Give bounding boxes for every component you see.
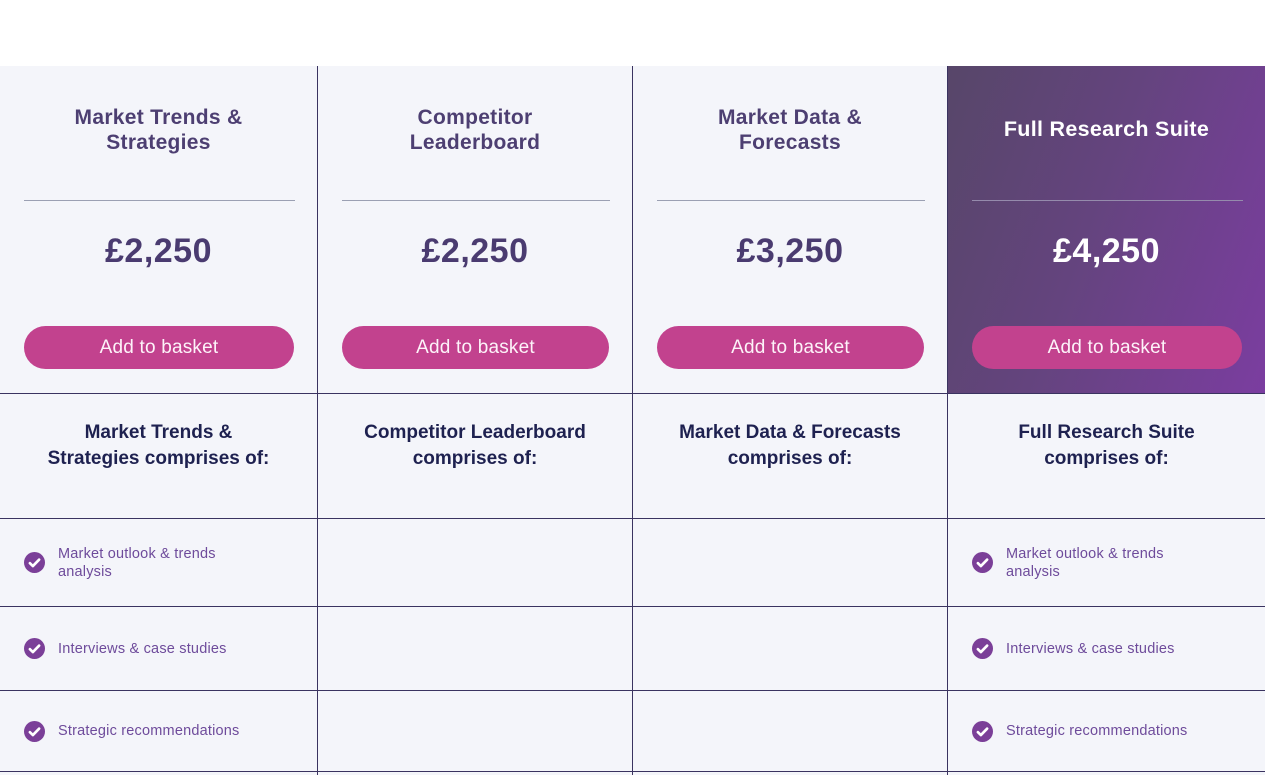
pricing-table: Market Trends & Strategies £2,250 Add to… — [0, 66, 1265, 775]
plan-column-market-trends-strategies: Market Trends & Strategies £2,250 Add to… — [0, 66, 317, 775]
check-icon — [24, 552, 45, 573]
comprises-heading-line: comprises of: — [1044, 448, 1169, 469]
feature-cell: Market outlook & trends analysis — [0, 518, 317, 606]
check-icon — [972, 638, 993, 659]
feature-cell: Market outlook & trends analysis — [948, 518, 1265, 606]
feature-cell: Interviews & case studies — [948, 606, 1265, 690]
add-to-basket-button[interactable]: Add to basket — [657, 326, 924, 369]
plan-price: £3,250 — [736, 232, 844, 270]
plan-card: Market Trends & Strategies £2,250 Add to… — [0, 66, 317, 393]
add-to-basket-button[interactable]: Add to basket — [972, 326, 1242, 369]
plan-card: Market Data & Forecasts £3,250 Add to ba… — [633, 66, 947, 393]
card-separator — [24, 200, 295, 201]
check-icon — [24, 638, 45, 659]
plan-title-line: Forecasts — [739, 131, 841, 154]
plan-title: Full Research Suite — [948, 66, 1265, 194]
comprises-heading-line: Strategies comprises of: — [47, 448, 270, 469]
check-icon — [24, 720, 45, 742]
plan-title: Market Trends & Strategies — [0, 66, 317, 194]
comprises-heading: Full Research Suite comprises of: — [948, 393, 1265, 518]
feature-label: Interviews & case studies — [58, 640, 227, 657]
plan-column-full-research-suite: Full Research Suite £4,250 Add to basket… — [947, 66, 1265, 775]
check-icon — [972, 552, 993, 573]
comprises-heading-line: comprises of: — [727, 448, 853, 469]
add-to-basket-button[interactable]: Add to basket — [24, 326, 294, 369]
plan-title-line: Full Research Suite — [1003, 117, 1210, 142]
feature-cell: Strategic recommendations — [0, 690, 317, 771]
feature-label: Interviews & case studies — [1006, 640, 1175, 657]
feature-label: Market outlook & trends analysis — [1006, 545, 1164, 580]
plan-price: £4,250 — [1053, 232, 1160, 270]
plan-title-line: Competitor — [417, 105, 533, 129]
comprises-heading-line: Market Data & Forecasts — [679, 422, 901, 443]
feature-cell-empty — [633, 690, 947, 771]
comprises-heading-line: comprises of: — [412, 448, 538, 469]
feature-label: Strategic recommendations — [58, 723, 240, 739]
comprises-heading-line: Competitor Leaderboard — [364, 422, 586, 443]
plan-column-market-data-forecasts: Market Data & Forecasts £3,250 Add to ba… — [632, 66, 947, 775]
feature-cell-empty — [318, 606, 632, 690]
plan-title-line: Strategies — [106, 131, 211, 154]
table-row-partial — [633, 771, 947, 775]
table-row-partial — [318, 771, 632, 775]
plan-title: Market Data & Forecasts — [633, 66, 947, 194]
comprises-heading: Market Data & Forecasts comprises of: — [633, 393, 947, 518]
feature-cell-empty — [318, 518, 632, 606]
plan-title-line: Market Data & — [718, 105, 862, 129]
plan-price: £2,250 — [105, 232, 212, 270]
plan-title: Competitor Leaderboard — [318, 66, 632, 194]
plan-title-line: Leaderboard — [409, 131, 541, 154]
feature-label: Strategic recommendations — [1006, 723, 1188, 739]
comprises-heading-line: Full Research Suite — [1018, 422, 1195, 443]
card-separator — [972, 200, 1243, 201]
feature-cell-empty — [633, 518, 947, 606]
plan-column-competitor-leaderboard: Competitor Leaderboard £2,250 Add to bas… — [317, 66, 632, 775]
comprises-heading-line: Market Trends & — [84, 422, 233, 443]
feature-cell: Interviews & case studies — [0, 606, 317, 690]
comprises-heading: Market Trends & Strategies comprises of: — [0, 393, 317, 518]
comprises-heading: Competitor Leaderboard comprises of: — [318, 393, 632, 518]
table-row-partial — [948, 771, 1265, 775]
table-row-partial — [0, 771, 317, 775]
feature-cell-empty — [633, 606, 947, 690]
feature-label: Market outlook & trends analysis — [58, 545, 216, 580]
check-icon — [972, 720, 993, 742]
feature-cell: Strategic recommendations — [948, 690, 1265, 771]
plan-title-line: Market Trends & — [74, 105, 243, 129]
plan-card-featured: Full Research Suite £4,250 Add to basket — [948, 66, 1265, 393]
card-separator — [657, 200, 925, 201]
card-separator — [342, 200, 610, 201]
feature-cell-empty — [318, 690, 632, 771]
plan-card: Competitor Leaderboard £2,250 Add to bas… — [318, 66, 632, 393]
plan-price: £2,250 — [421, 232, 529, 270]
add-to-basket-button[interactable]: Add to basket — [342, 326, 609, 369]
